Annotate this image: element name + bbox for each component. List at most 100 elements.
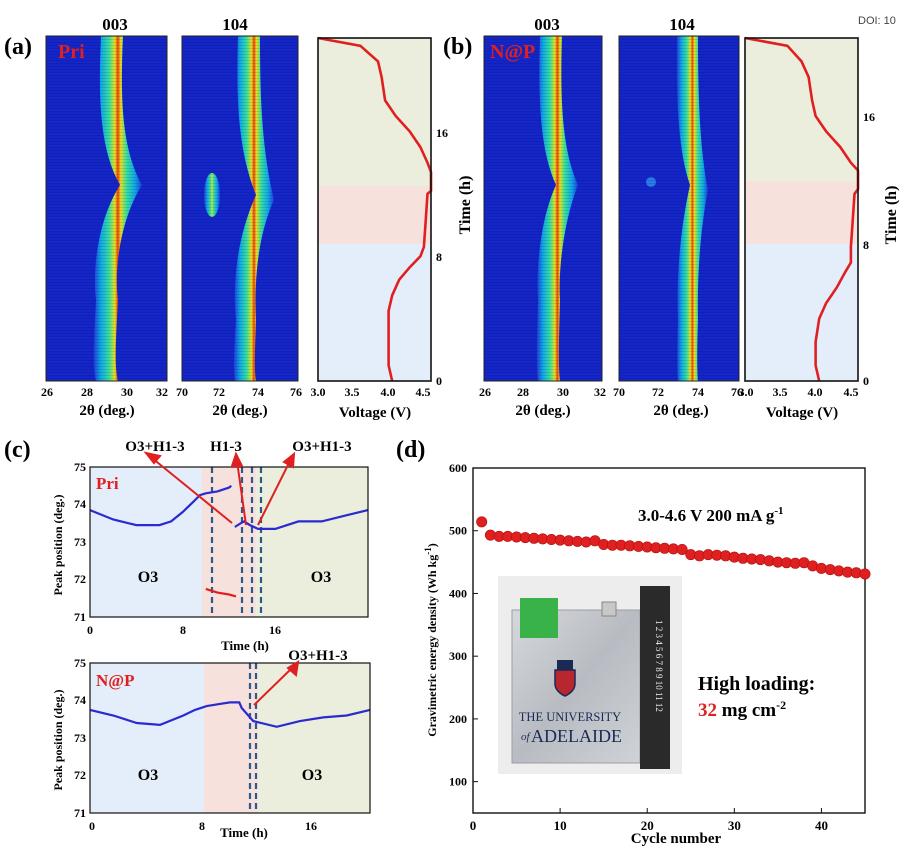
- xtick: 20: [641, 818, 654, 833]
- ytick: 71: [74, 806, 86, 820]
- heatmap-scanlines: [46, 36, 167, 381]
- voltage-frame: [744, 37, 859, 382]
- ruler: [640, 586, 670, 769]
- peak-position-line: [89, 484, 232, 527]
- panel-d-xticks: 0 10 20 30 40: [470, 808, 828, 833]
- voltage-region-h13: [745, 181, 858, 244]
- panel-d-label: (d): [396, 437, 425, 463]
- photo-text-of: of: [521, 731, 532, 743]
- panel-c-bottom-xticks: 0 8 16: [89, 819, 317, 833]
- photo-text-adelaide: ADELAIDE: [531, 726, 622, 746]
- pouch-cell-photo: 1 2 3 4 5 6 7 8 9 10 11 12 THE UNIVERSIT…: [498, 576, 682, 774]
- panel-c-bottom-sample: N@P: [96, 671, 134, 690]
- panel-b-voltage-ylabel: Time (h): [883, 186, 900, 245]
- panel-a-heatmap-003-xlabel: 2θ (deg.): [79, 403, 134, 419]
- heatmap-scanlines: [619, 36, 739, 381]
- ytick: 400: [449, 586, 467, 600]
- panel-a-voltage-ylabel: Time (h): [457, 176, 474, 235]
- peak-position-line-low: [205, 587, 237, 598]
- xtick: 26: [479, 385, 491, 399]
- ytick: 100: [449, 775, 467, 789]
- panel-c-top-yticks: 75 74 73 72 71: [74, 460, 86, 624]
- panel-d-yticks: 100 200 300 400 500 600: [449, 461, 478, 789]
- xtick: 26: [41, 385, 53, 399]
- panel-c-bottom-yticks: 75 74 73 72 71: [74, 656, 86, 820]
- panel-a-voltage-yticks: 0 8 16: [436, 126, 448, 388]
- panel-c-top-plot: Pri O3 O3 75 74 73 72 71 0 8 16 Time (h)…: [51, 439, 369, 653]
- xtick: 8: [199, 819, 205, 833]
- region-o3-left: [90, 467, 202, 617]
- panel-a-sample-label: Pri: [58, 41, 85, 63]
- xtick: 3.0: [739, 385, 754, 399]
- heatmap-scanlines: [182, 36, 298, 381]
- panel-d-condition: 3.0-4.6 V 200 mA g-1: [638, 505, 784, 525]
- panel-d-loading-value: 32 mg cm-2: [698, 698, 786, 721]
- voltage-region-h13: [318, 186, 431, 244]
- xtick: 10: [554, 818, 567, 833]
- panel-b-voltage-xticks: 3.0 3.5 4.0 4.5: [739, 385, 859, 399]
- xtick: 0: [470, 818, 477, 833]
- photo-text-university: THE UNIVERSITY: [519, 710, 621, 724]
- ytick: 71: [74, 610, 86, 624]
- panel-b-sample-label: N@P: [490, 41, 535, 63]
- xtick: 28: [517, 385, 529, 399]
- xtick: 4.5: [416, 385, 431, 399]
- xtick: 4.5: [844, 385, 859, 399]
- voltage-frame: [317, 37, 432, 382]
- panel-d: (d) 100 200 300 400 500 600 0 10 20 30 40 1 2 3 4…: [396, 437, 871, 847]
- ytick: 500: [449, 524, 467, 538]
- panel-b-heatmap-003-title: 003: [534, 15, 560, 34]
- xtick: 72: [652, 385, 664, 399]
- panel-c: (c) Pri O3 O3 75 74 73 72 71: [4, 437, 371, 840]
- heatmap-frame: [45, 35, 168, 382]
- panel-a-heatmap-104-ticks: 70 72 74 76: [176, 385, 302, 399]
- xtick: 32: [594, 385, 606, 399]
- panel-b-heatmap-003-xlabel: 2θ (deg.): [515, 403, 570, 419]
- panel-a-label: (a): [4, 34, 32, 60]
- panel-b-voltage-plot: 3.0 3.5 4.0 4.5 0 8 16 Voltage (V) Time …: [739, 36, 900, 421]
- region-o3-left: [90, 663, 204, 813]
- peak-position-line: [89, 701, 371, 728]
- xtick: 30: [121, 385, 133, 399]
- ytick: 200: [449, 712, 467, 726]
- xtick: 76: [290, 385, 302, 399]
- panel-a: (a) 003 26 28 30 32 2θ (deg.) 104: [4, 15, 474, 421]
- xtick: 28: [81, 385, 93, 399]
- panel-b-heatmap-104-xlabel: 2θ (deg.): [653, 403, 708, 419]
- panel-a-voltage-xlabel: Voltage (V): [339, 405, 411, 421]
- ytick: 72: [74, 768, 86, 782]
- voltage-region-discharge: [745, 244, 858, 381]
- panel-b-heatmap-003: 003 26 28 30 32 2θ (deg.): [479, 15, 606, 419]
- ytick: 16: [436, 126, 448, 140]
- panel-c-top-xlabel: Time (h): [221, 638, 269, 653]
- data-point: [676, 543, 688, 555]
- xtick: 4.0: [381, 385, 396, 399]
- voltage-region-charge: [745, 38, 858, 181]
- callout-arrow: [236, 460, 247, 526]
- ytick: 74: [74, 693, 86, 707]
- phase-callout-2: H1-3: [210, 439, 242, 455]
- energy-density-points: [476, 516, 871, 580]
- panel-c-top-region-right: O3: [311, 569, 331, 586]
- panel-c-top-xticks: 0 8 16: [87, 623, 281, 637]
- panel-a-heatmap-104: 104 70 72 74 76 2θ (deg.): [176, 15, 302, 419]
- panel-c-top-region-left: O3: [138, 569, 158, 586]
- panel-b-voltage-yticks: 0 8 16: [863, 110, 875, 388]
- panel-c-bottom-region-right: O3: [302, 767, 322, 784]
- panel-b-heatmap-104-title: 104: [669, 15, 695, 34]
- xtick: 32: [156, 385, 168, 399]
- xtick: 30: [557, 385, 569, 399]
- ytick: 75: [74, 656, 86, 670]
- callout-arrow: [253, 667, 293, 706]
- xtick: 16: [305, 819, 317, 833]
- callout-arrows: [253, 660, 300, 706]
- voltage-region-charge: [318, 38, 431, 186]
- panel-b-heatmap-104-ticks: 70 72 74 76: [613, 385, 743, 399]
- panel-d-plot: 100 200 300 400 500 600 0 10 20 30 40 1 2 3 4 5 6…: [423, 461, 871, 847]
- doi-text: DOI: 10: [858, 15, 896, 27]
- xtick: 0: [89, 819, 95, 833]
- panel-b-heatmap-003-ticks: 26 28 30 32: [479, 385, 606, 399]
- phase-callout-1: O3+H1-3: [125, 439, 184, 455]
- ytick: 600: [449, 461, 467, 475]
